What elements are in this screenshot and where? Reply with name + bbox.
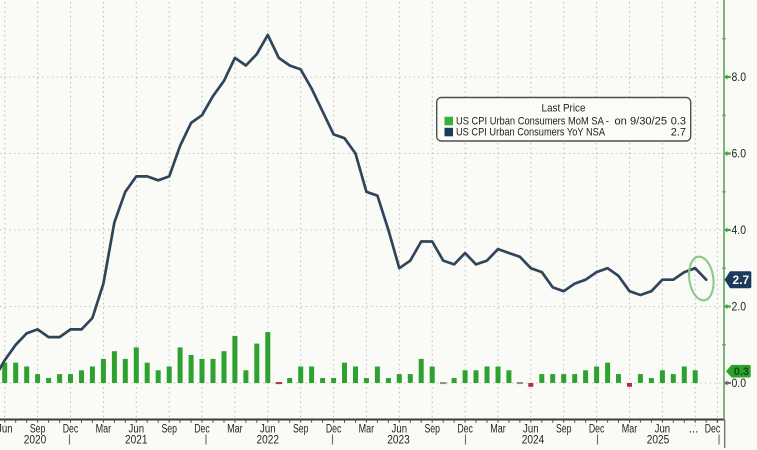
svg-text:0.3: 0.3 — [734, 366, 749, 378]
svg-text:Mar: Mar — [622, 424, 638, 436]
svg-text:4.0: 4.0 — [732, 223, 747, 237]
svg-text:Last Price: Last Price — [542, 103, 586, 115]
svg-text:Sep: Sep — [161, 424, 177, 436]
svg-text:Dec: Dec — [194, 424, 210, 436]
svg-text:2024: 2024 — [522, 435, 545, 447]
svg-text:Sep: Sep — [556, 424, 572, 436]
svg-text:US CPI Urban Consumers YoY NSA: US CPI Urban Consumers YoY NSA — [456, 126, 606, 138]
svg-text:US CPI Urban Consumers MoM SA: US CPI Urban Consumers MoM SA - — [456, 115, 609, 127]
svg-text:Dec: Dec — [705, 424, 721, 436]
svg-text:Sep: Sep — [30, 424, 46, 436]
svg-text:2.0: 2.0 — [732, 300, 747, 314]
svg-text:6.0: 6.0 — [732, 147, 747, 161]
svg-text:2.7: 2.7 — [733, 273, 750, 287]
svg-text:Jun: Jun — [392, 424, 408, 436]
svg-text:Dec: Dec — [457, 424, 473, 436]
svg-text:2.7: 2.7 — [671, 126, 686, 138]
svg-text:Mar: Mar — [490, 424, 506, 436]
svg-text:Jun: Jun — [523, 424, 539, 436]
svg-text:Sep: Sep — [293, 424, 309, 436]
svg-text:0.0: 0.0 — [732, 376, 747, 390]
svg-text:Mar: Mar — [227, 424, 243, 436]
svg-text:Mar: Mar — [359, 424, 375, 436]
svg-text:Jun: Jun — [260, 424, 276, 436]
svg-text:2023: 2023 — [387, 435, 410, 447]
svg-text:Mar: Mar — [96, 424, 112, 436]
svg-text:Jun: Jun — [0, 424, 13, 436]
svg-text:Jun: Jun — [129, 424, 145, 436]
svg-text:on 9/30/25: on 9/30/25 — [615, 115, 668, 127]
svg-text:Dec: Dec — [63, 424, 79, 436]
svg-text:Dec: Dec — [326, 424, 342, 436]
svg-text:0.3: 0.3 — [671, 115, 686, 127]
svg-text:Dec: Dec — [589, 424, 605, 436]
svg-text:2025: 2025 — [647, 435, 670, 447]
svg-text:Jun: Jun — [655, 424, 671, 436]
svg-text:Sep: Sep — [424, 424, 440, 436]
svg-text:...: ... — [689, 424, 699, 436]
svg-text:8.0: 8.0 — [732, 70, 747, 84]
svg-text:2020: 2020 — [24, 435, 47, 447]
svg-text:2021: 2021 — [125, 435, 148, 447]
svg-text:2022: 2022 — [257, 435, 280, 447]
